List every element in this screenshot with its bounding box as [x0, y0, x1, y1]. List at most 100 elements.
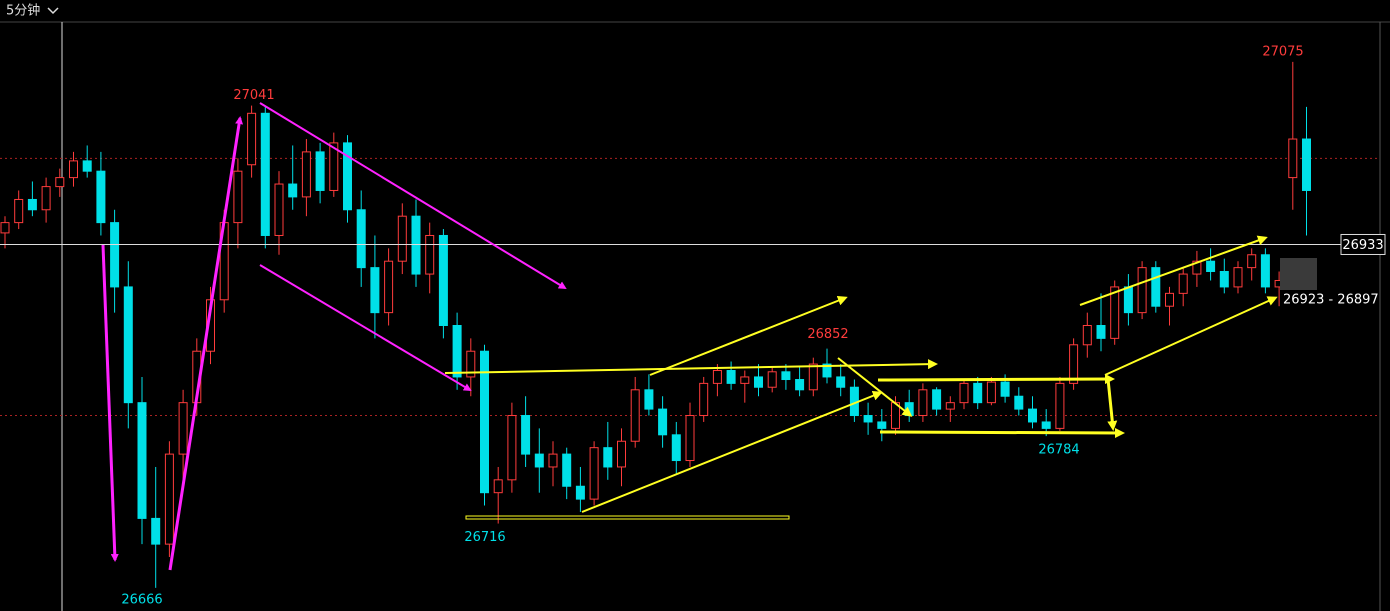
- trend-drawings: [101, 102, 1278, 571]
- candle-body: [658, 408, 668, 436]
- extreme-label: 27041: [233, 88, 274, 103]
- candle-body: [1041, 421, 1051, 429]
- candle-body: [1028, 408, 1037, 423]
- candle-body: [27, 198, 37, 211]
- candle-body: [14, 198, 24, 224]
- candle-body: [301, 151, 311, 198]
- candle-body: [945, 402, 955, 410]
- marks: 27075 27041 26852 26716 26666 26784 26933: [0, 44, 1386, 607]
- candle-body: [959, 382, 969, 404]
- trend-line: [879, 427, 1125, 438]
- candle-body: [151, 517, 161, 545]
- candle-body: [315, 151, 325, 191]
- candle-body: [726, 370, 736, 384]
- candle-body: [671, 434, 681, 462]
- candle-body: [808, 363, 818, 391]
- candle-body: [123, 286, 133, 404]
- candle-body: [260, 112, 270, 236]
- candle-body: [55, 177, 65, 188]
- trend-line: [259, 264, 472, 392]
- candle-body: [343, 142, 352, 211]
- candle-body: [589, 447, 599, 500]
- trend-line: [1106, 378, 1118, 431]
- candle-body: [795, 379, 805, 391]
- candle-body: [932, 389, 942, 410]
- candle-body: [1123, 286, 1133, 314]
- candle-body: [1014, 395, 1024, 410]
- trend-line: [168, 116, 244, 571]
- trend-line: [581, 390, 883, 513]
- candle-body: [1069, 344, 1079, 384]
- support-box: [465, 515, 790, 520]
- candle-body: [630, 389, 640, 442]
- range-label: 26923 - 26897: [1283, 293, 1379, 308]
- candle-body: [548, 453, 558, 468]
- trend-line: [877, 374, 1115, 385]
- trend-line: [259, 102, 567, 290]
- candle-body: [82, 160, 92, 172]
- candle-body: [384, 260, 394, 314]
- candle-body: [1302, 138, 1311, 191]
- candle-body: [617, 440, 626, 468]
- candle-body: [1219, 270, 1229, 288]
- candle-body: [137, 402, 147, 519]
- extreme-label: 26716: [464, 530, 505, 545]
- candle-body: [986, 381, 996, 404]
- trend-line: [101, 244, 119, 562]
- candle-body: [918, 389, 928, 417]
- current-price-box: [1340, 233, 1386, 255]
- trend-line: [1104, 296, 1278, 376]
- candle-body: [356, 209, 366, 269]
- candle-body: [164, 453, 174, 545]
- candle-body: [411, 215, 421, 275]
- extreme-label: 26666: [121, 592, 162, 607]
- candle-body: [1137, 267, 1147, 314]
- trend-line: [837, 357, 913, 417]
- candle-body: [562, 453, 572, 487]
- candle-body: [110, 222, 120, 288]
- candle-body: [575, 485, 585, 500]
- candle-body: [452, 325, 462, 378]
- candle-body: [41, 186, 51, 211]
- candle-body: [781, 371, 791, 381]
- toolbar: [0, 0, 1390, 22]
- period-chevron[interactable]: [47, 7, 59, 15]
- candle-body: [274, 183, 284, 236]
- candle-body: [96, 170, 106, 224]
- candle-body: [1260, 254, 1270, 288]
- trend-line: [649, 295, 848, 376]
- candle-body: [521, 415, 531, 455]
- candle-body: [863, 415, 873, 423]
- candle-body: [329, 142, 339, 191]
- candle-body: [767, 371, 777, 388]
- candle-body: [1206, 260, 1216, 272]
- candle-body: [836, 376, 846, 388]
- candle-body: [973, 382, 983, 404]
- candle-body: [0, 222, 10, 234]
- candle-body: [1151, 267, 1161, 307]
- candle-body: [1178, 273, 1188, 294]
- trend-line: [444, 359, 938, 374]
- candle-body: [397, 215, 407, 262]
- candle-body: [1233, 267, 1243, 288]
- extreme-label: 27075: [1262, 44, 1303, 59]
- candle-body: [1055, 382, 1065, 429]
- period-selector[interactable]: 5分钟: [6, 3, 40, 19]
- candle-body: [1192, 260, 1202, 275]
- candle-body: [425, 234, 435, 275]
- candle-body: [178, 402, 188, 455]
- candle-body: [1247, 254, 1257, 269]
- candle-body: [1165, 292, 1174, 307]
- candle-body: [740, 376, 750, 384]
- candle-body: [507, 415, 517, 481]
- candle-body: [603, 447, 613, 468]
- candle-body: [438, 234, 448, 327]
- highlight-box: [1280, 258, 1317, 290]
- candle-body: [247, 112, 257, 166]
- candle-body: [534, 453, 544, 468]
- extreme-label: 26852: [807, 327, 848, 342]
- candle-body: [877, 421, 887, 429]
- candle-body: [493, 479, 503, 494]
- current-price-label: 26933: [1342, 238, 1383, 253]
- candle-body: [480, 350, 489, 494]
